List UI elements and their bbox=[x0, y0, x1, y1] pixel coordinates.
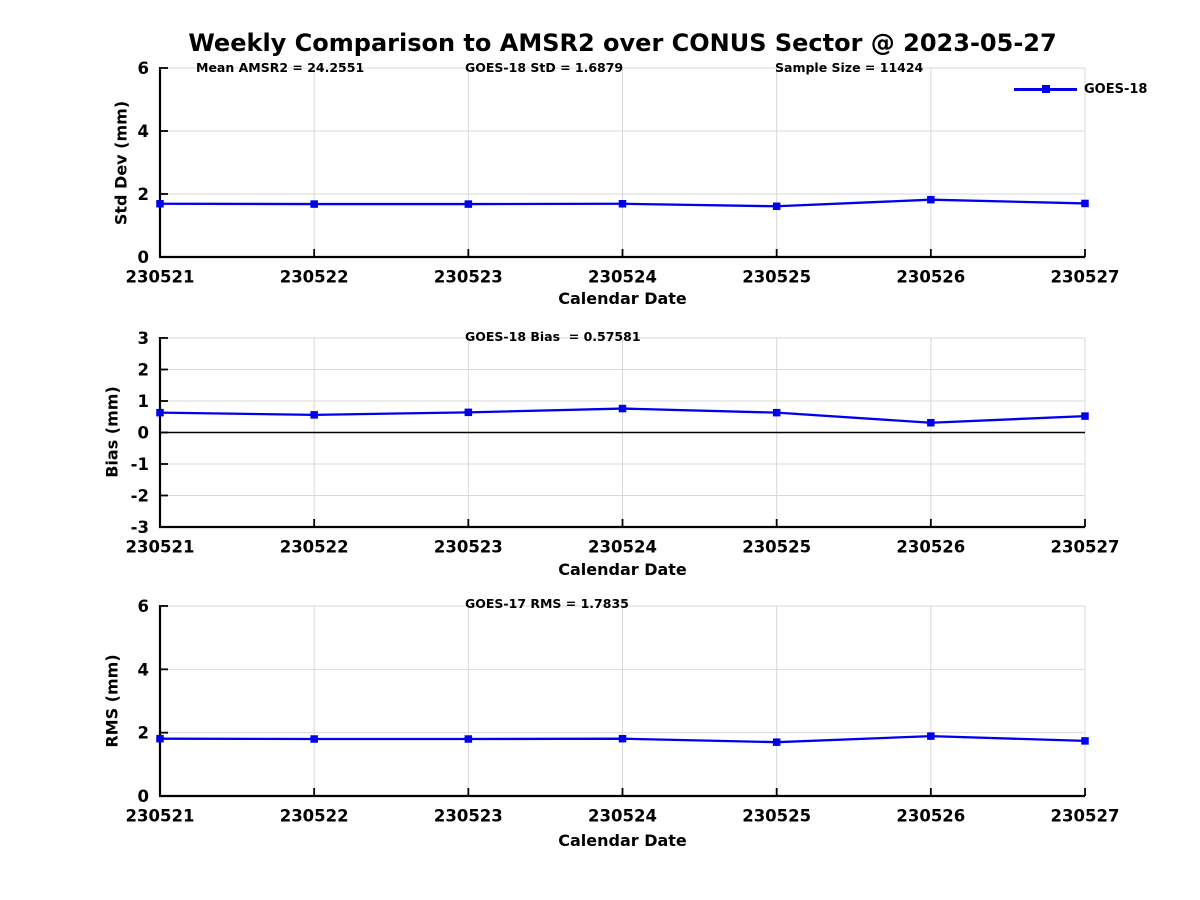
data-point-marker bbox=[310, 200, 318, 208]
x-tick-label: 230522 bbox=[280, 268, 349, 287]
x-tick-label: 230526 bbox=[896, 538, 965, 557]
x-tick-label: 230525 bbox=[742, 538, 811, 557]
y-tick-label: -1 bbox=[131, 455, 149, 474]
annotation-goes18-std: GOES-18 StD = 1.6879 bbox=[465, 59, 624, 75]
legend-line-sample bbox=[1014, 85, 1077, 93]
x-tick-label: 230526 bbox=[896, 268, 965, 287]
data-point-marker bbox=[464, 408, 473, 417]
x-tick-label: 230523 bbox=[434, 268, 503, 287]
data-point-marker bbox=[464, 735, 473, 743]
x-axis-label-middle: Calendar Date bbox=[558, 560, 687, 579]
y-tick-label: 2 bbox=[138, 361, 149, 380]
x-tick-label: 230525 bbox=[742, 807, 811, 826]
data-point-marker bbox=[772, 202, 781, 211]
x-tick-label: 230525 bbox=[742, 268, 811, 287]
y-tick-label: 6 bbox=[138, 597, 149, 616]
data-point-marker bbox=[927, 195, 935, 204]
x-tick-label: 230527 bbox=[1051, 807, 1120, 826]
y-tick-label: 4 bbox=[138, 660, 149, 679]
y-tick-label: 0 bbox=[138, 248, 149, 267]
annotation-goes17-rms: GOES-17 RMS = 1.7835 bbox=[465, 595, 629, 611]
legend-marker bbox=[1041, 85, 1050, 93]
y-tick-label: -3 bbox=[131, 518, 149, 537]
legend-label: GOES-18 bbox=[1084, 81, 1148, 97]
x-tick-label: 230523 bbox=[434, 538, 503, 557]
data-point-marker bbox=[927, 732, 935, 740]
x-tick-label: 230524 bbox=[588, 807, 657, 826]
x-tick-label: 230527 bbox=[1051, 268, 1120, 287]
y-tick-label: 3 bbox=[138, 329, 149, 348]
y-tick-label: -2 bbox=[131, 487, 149, 506]
subplot-2: 230521 230522 230523 230524 230525 230526 2305… bbox=[126, 329, 1120, 557]
y-tick-label: 1 bbox=[138, 392, 149, 411]
y-axis-label-stddev: Std Dev (mm) bbox=[111, 100, 131, 226]
data-point-marker bbox=[310, 735, 318, 743]
subplot-1: 230521 230522 230523 230524 230525 230526 2305… bbox=[126, 59, 1120, 287]
x-tick-label: 230526 bbox=[896, 807, 965, 826]
annotation-goes18-bias: GOES-18 Bias = 0.57581 bbox=[465, 328, 641, 344]
y-tick-label: 2 bbox=[138, 724, 149, 743]
data-point-marker bbox=[618, 734, 627, 743]
x-tick-label: 230521 bbox=[126, 268, 195, 287]
annotation-mean-amsr2: Mean AMSR2 = 24.2551 bbox=[196, 59, 365, 75]
x-axis-label-bottom: Calendar Date bbox=[558, 831, 687, 850]
annotation-sample-size: Sample Size = 11424 bbox=[775, 59, 924, 75]
data-point-marker bbox=[310, 411, 318, 419]
data-point-marker bbox=[618, 200, 627, 208]
x-tick-label: 230527 bbox=[1051, 538, 1120, 557]
data-point-marker bbox=[1081, 412, 1089, 420]
y-tick-label: 0 bbox=[138, 424, 149, 443]
x-axis-label-top: Calendar Date bbox=[558, 289, 687, 308]
data-point-marker bbox=[1081, 199, 1089, 208]
data-point-marker bbox=[772, 738, 781, 746]
y-tick-label: 4 bbox=[138, 122, 149, 141]
x-tick-label: 230524 bbox=[588, 538, 657, 557]
x-tick-label: 230524 bbox=[588, 268, 657, 287]
data-point-marker bbox=[156, 408, 164, 417]
data-point-marker bbox=[618, 404, 627, 413]
data-point-marker bbox=[464, 200, 473, 208]
data-point-marker bbox=[772, 408, 781, 417]
y-axis-label-bias: Bias (mm) bbox=[102, 386, 122, 478]
x-tick-label: 230522 bbox=[280, 807, 349, 826]
y-tick-label: 6 bbox=[138, 59, 149, 78]
y-tick-label: 2 bbox=[138, 185, 149, 204]
data-point-marker bbox=[156, 734, 164, 743]
data-point-marker bbox=[927, 418, 935, 427]
data-point-marker bbox=[1081, 737, 1089, 745]
x-tick-label: 230523 bbox=[434, 807, 503, 826]
subplot-3: 230521 230522 230523 230524 230525 230526 2305… bbox=[126, 597, 1120, 826]
x-tick-label: 230521 bbox=[126, 807, 195, 826]
x-tick-label: 230521 bbox=[126, 538, 195, 557]
y-axis-label-rms: RMS (mm) bbox=[102, 654, 122, 748]
legend: GOES-18 bbox=[1014, 81, 1147, 97]
data-point-marker bbox=[156, 200, 164, 208]
y-tick-label: 0 bbox=[138, 787, 149, 806]
figure-title: Weekly Comparison to AMSR2 over CONUS Se… bbox=[188, 29, 1057, 57]
x-tick-label: 230522 bbox=[280, 538, 349, 557]
